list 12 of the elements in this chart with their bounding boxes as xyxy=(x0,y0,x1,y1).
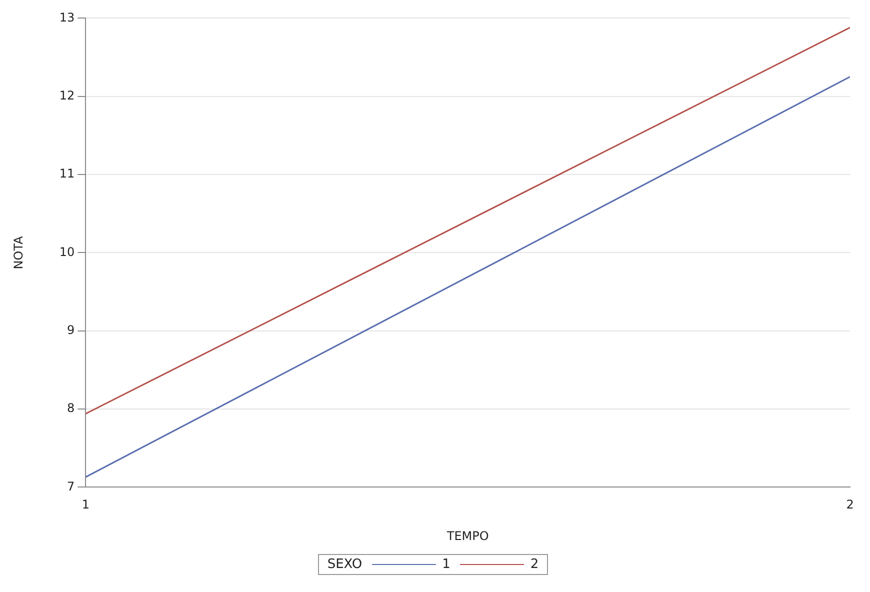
y-axis-title: NOTA xyxy=(11,235,26,270)
legend-label: 1 xyxy=(442,557,450,572)
legend-title: SEXO xyxy=(327,557,362,572)
y-tick-label: 11 xyxy=(59,166,75,181)
y-tick-label: 13 xyxy=(59,10,75,24)
y-tick-label: 12 xyxy=(59,88,75,102)
y-tick-label: 10 xyxy=(59,244,75,259)
y-tick-label: 8 xyxy=(67,401,75,416)
y-tick-label: 9 xyxy=(67,322,75,337)
legend-label: 2 xyxy=(530,557,539,572)
x-axis-title: TEMPO xyxy=(446,528,489,543)
y-tick-label: 7 xyxy=(67,479,75,494)
